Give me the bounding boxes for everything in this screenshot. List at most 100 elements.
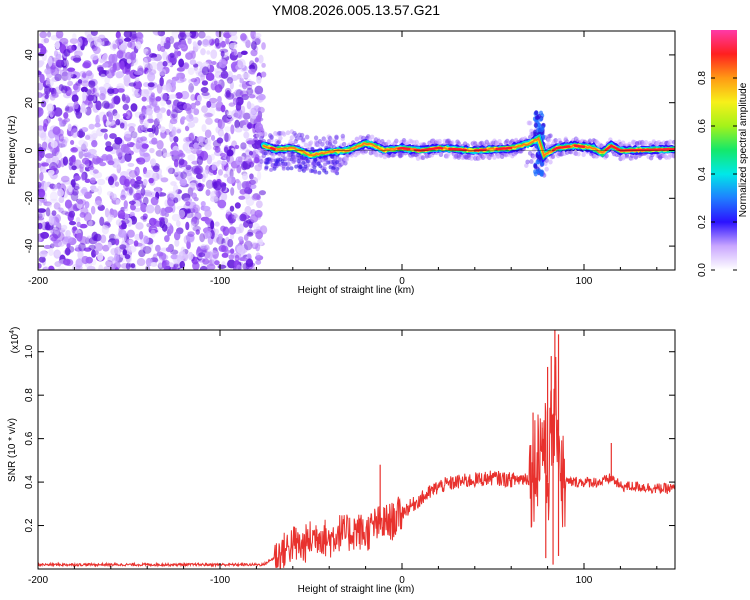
noise-blob xyxy=(220,50,225,57)
noise-blob xyxy=(136,157,146,165)
noise-blob xyxy=(234,202,241,209)
noise-blob xyxy=(171,78,176,88)
noise-blob xyxy=(54,40,61,50)
noise-blob xyxy=(86,265,96,270)
noise-blob xyxy=(192,204,201,214)
noise-blob xyxy=(68,184,73,193)
noise-blob xyxy=(165,83,172,93)
noise-blob xyxy=(139,115,144,125)
colorbar-tick-label: 0.8 xyxy=(697,71,708,85)
noise-blob xyxy=(75,48,81,58)
noise-blob xyxy=(90,31,98,36)
noise-blob xyxy=(122,113,128,118)
spectrum-halo xyxy=(282,131,287,137)
noise-blob xyxy=(178,152,186,158)
noise-blob xyxy=(208,169,215,176)
noise-blob xyxy=(111,210,117,217)
noise-blob xyxy=(114,246,122,256)
noise-blob xyxy=(116,147,123,158)
noise-blob xyxy=(59,37,69,45)
spectrum-halo xyxy=(320,141,325,147)
spectrum-halo xyxy=(587,138,593,144)
noise-blob xyxy=(120,194,126,201)
noise-blob xyxy=(62,258,71,266)
noise-blob xyxy=(39,73,45,84)
noise-blob xyxy=(159,76,164,87)
noise-blob xyxy=(143,119,149,128)
noise-blob xyxy=(155,244,161,252)
spectrum-halo xyxy=(269,135,274,141)
spectrogram-y-tick-label: 40 xyxy=(24,49,35,61)
noise-blob xyxy=(90,177,96,184)
noise-blob xyxy=(200,73,205,81)
noise-blob xyxy=(135,41,142,50)
spectrogram-y-tick-label: -40 xyxy=(24,238,35,253)
noise-blob xyxy=(55,31,64,39)
noise-blob xyxy=(38,263,42,269)
noise-blob xyxy=(39,250,48,258)
noise-blob xyxy=(72,83,79,91)
noise-blob xyxy=(45,77,51,84)
colorbar-label: Normalized spectral amplitude xyxy=(738,82,749,217)
noise-blob xyxy=(124,131,133,138)
noise-blob xyxy=(143,69,149,75)
noise-blob xyxy=(225,37,230,45)
noise-blob xyxy=(115,31,121,39)
noise-blob xyxy=(54,250,61,257)
noise-blob xyxy=(227,155,235,165)
noise-blob xyxy=(234,254,240,262)
noise-blob xyxy=(224,146,229,153)
spectrum-halo xyxy=(324,170,329,175)
noise-blob xyxy=(104,76,110,85)
noise-blob xyxy=(114,160,121,170)
noise-blob xyxy=(192,41,197,47)
noise-blob xyxy=(76,232,83,242)
snr-line xyxy=(38,356,675,569)
noise-blob xyxy=(67,67,76,72)
noise-blob xyxy=(108,176,115,186)
noise-blob xyxy=(250,107,257,116)
noise-blob xyxy=(103,133,108,140)
noise-blob xyxy=(92,169,99,174)
noise-blob xyxy=(157,258,163,268)
noise-blob xyxy=(213,68,223,73)
noise-blob xyxy=(209,97,218,104)
noise-blob xyxy=(248,64,256,71)
noise-blob xyxy=(117,209,126,219)
noise-blob xyxy=(162,51,168,61)
noise-blob xyxy=(243,220,249,228)
noise-blob xyxy=(219,40,227,48)
noise-blob xyxy=(135,176,142,181)
noise-blob xyxy=(258,54,264,64)
noise-blob xyxy=(68,210,76,218)
noise-blob xyxy=(218,130,225,137)
noise-blob xyxy=(84,134,91,141)
spectrum-halo xyxy=(330,168,335,173)
noise-blob xyxy=(160,99,166,107)
noise-blob xyxy=(70,128,79,138)
spectrogram-plot-area xyxy=(38,31,675,270)
noise-blob xyxy=(205,189,211,196)
noise-blob xyxy=(214,260,220,266)
noise-blob xyxy=(42,123,48,132)
noise-blob xyxy=(246,87,254,96)
noise-blob xyxy=(94,250,99,256)
noise-blob xyxy=(85,133,93,140)
noise-blob xyxy=(44,153,54,159)
noise-blob xyxy=(138,249,146,258)
noise-blob xyxy=(104,145,114,152)
noise-blob xyxy=(210,134,216,141)
noise-blob xyxy=(43,181,48,192)
noise-blob xyxy=(47,56,53,67)
noise-blob xyxy=(51,109,58,116)
spectrum-halo xyxy=(303,164,308,169)
spectrum-halo xyxy=(668,139,673,145)
noise-blob xyxy=(48,248,54,257)
noise-blob xyxy=(252,222,260,230)
noise-blob xyxy=(248,150,254,156)
noise-blob xyxy=(64,247,71,256)
noise-blob xyxy=(53,184,62,190)
noise-blob xyxy=(83,211,92,222)
spectrum-halo xyxy=(333,163,338,168)
noise-blob xyxy=(226,175,236,184)
